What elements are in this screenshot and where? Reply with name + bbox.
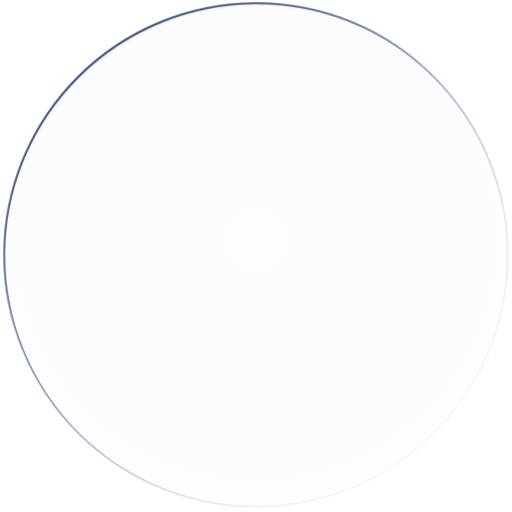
glass-lens-disc bbox=[3, 2, 509, 508]
